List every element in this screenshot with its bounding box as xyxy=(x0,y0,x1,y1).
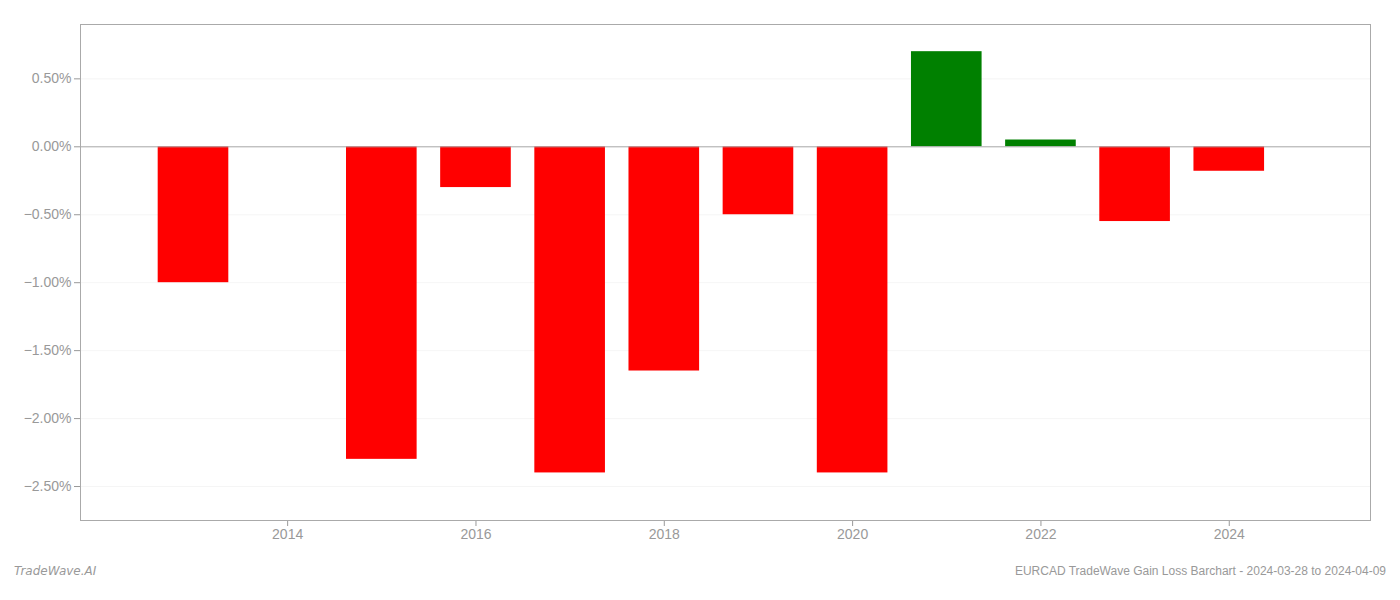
svg-text:−2.50%: −2.50% xyxy=(24,478,72,494)
svg-text:2022: 2022 xyxy=(1025,526,1056,542)
html-text:TradeWave.AI: TradeWave.AI xyxy=(14,564,97,578)
svg-text:2014: 2014 xyxy=(272,526,303,542)
svg-text:2016: 2016 xyxy=(460,526,491,542)
svg-text:0.50%: 0.50% xyxy=(32,70,72,86)
svg-text:−2.00%: −2.00% xyxy=(24,410,72,426)
svg-text:−1.00%: −1.00% xyxy=(24,274,72,290)
svg-text:2020: 2020 xyxy=(837,526,868,542)
svg-text:2018: 2018 xyxy=(649,526,680,542)
svg-text:0.00%: 0.00% xyxy=(32,138,72,154)
svg-text:2024: 2024 xyxy=(1214,526,1245,542)
svg-text:−1.50%: −1.50% xyxy=(24,342,72,358)
html-text:EURCAD TradeWave Gain Loss Bar: EURCAD TradeWave Gain Loss Barchart - 20… xyxy=(1014,564,1386,578)
svg-text:−0.50%: −0.50% xyxy=(24,206,72,222)
